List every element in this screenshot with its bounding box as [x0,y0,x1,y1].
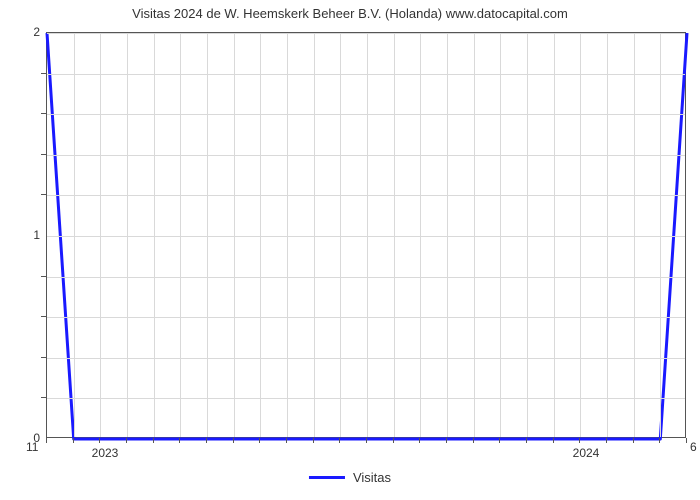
x-minor-tick [499,438,500,443]
grid-line-vertical [474,33,475,437]
grid-line-horizontal-minor [47,277,685,278]
grid-line-vertical [180,33,181,437]
grid-line-vertical [634,33,635,437]
y-minor-tick [41,357,46,358]
grid-line-vertical [607,33,608,437]
grid-line-vertical [580,33,581,437]
x-minor-tick [659,438,660,443]
grid-line-horizontal-minor [47,358,685,359]
y-minor-tick [41,73,46,74]
grid-line-vertical [260,33,261,437]
grid-line-vertical [340,33,341,437]
x-minor-tick [179,438,180,443]
x-minor-tick [366,438,367,443]
grid-line-horizontal [47,236,685,237]
x-minor-tick [206,438,207,443]
grid-line-vertical [394,33,395,437]
x-minor-tick [339,438,340,443]
x-minor-tick [393,438,394,443]
grid-line-vertical [127,33,128,437]
plot-area [46,32,686,438]
chart-title: Visitas 2024 de W. Heemskerk Beheer B.V.… [0,6,700,21]
x-minor-tick [286,438,287,443]
x-tick-label: 2023 [92,446,119,460]
grid-line-vertical [367,33,368,437]
x-minor-tick [313,438,314,443]
y-minor-tick [41,397,46,398]
x-minor-tick [446,438,447,443]
grid-line-horizontal-minor [47,317,685,318]
grid-line-vertical [420,33,421,437]
y-minor-tick [41,276,46,277]
grid-line-vertical [287,33,288,437]
grid-line-vertical [154,33,155,437]
grid-line-horizontal-minor [47,398,685,399]
grid-line-vertical [234,33,235,437]
grid-line-vertical [314,33,315,437]
grid-line-horizontal-minor [47,195,685,196]
x-minor-tick [153,438,154,443]
grid-line-horizontal-minor [47,114,685,115]
grid-line-vertical [207,33,208,437]
x-minor-tick [419,438,420,443]
grid-line-vertical [447,33,448,437]
grid-line-vertical [100,33,101,437]
chart-container: Visitas 2024 de W. Heemskerk Beheer B.V.… [0,0,700,500]
grid-line-vertical [660,33,661,437]
grid-line-horizontal-minor [47,155,685,156]
y-tick-label: 1 [22,228,40,242]
x-minor-tick [526,438,527,443]
x-minor-tick [73,438,74,443]
x-minor-tick [579,438,580,443]
x-minor-tick [99,438,100,443]
grid-line-vertical [554,33,555,437]
x-tick-label: 2024 [573,446,600,460]
legend-label: Visitas [353,470,391,485]
x-minor-tick [126,438,127,443]
grid-line-vertical [74,33,75,437]
x-minor-tick [633,438,634,443]
y-minor-tick [41,194,46,195]
x-minor-tick [473,438,474,443]
y-minor-tick [41,154,46,155]
grid-line-vertical [500,33,501,437]
x-minor-tick [233,438,234,443]
legend-swatch [309,476,345,479]
x-minor-tick [553,438,554,443]
y-tick-label: 2 [22,25,40,39]
x-minor-tick [686,438,687,443]
x-minor-tick [46,438,47,443]
grid-line-horizontal-minor [47,74,685,75]
legend: Visitas [309,470,391,485]
grid-line-horizontal [47,33,685,34]
grid-line-vertical [527,33,528,437]
outside-right-label: 6 [690,440,697,454]
x-minor-tick [259,438,260,443]
y-tick-label: 0 [22,431,40,445]
y-minor-tick [41,113,46,114]
y-minor-tick [41,316,46,317]
x-minor-tick [606,438,607,443]
